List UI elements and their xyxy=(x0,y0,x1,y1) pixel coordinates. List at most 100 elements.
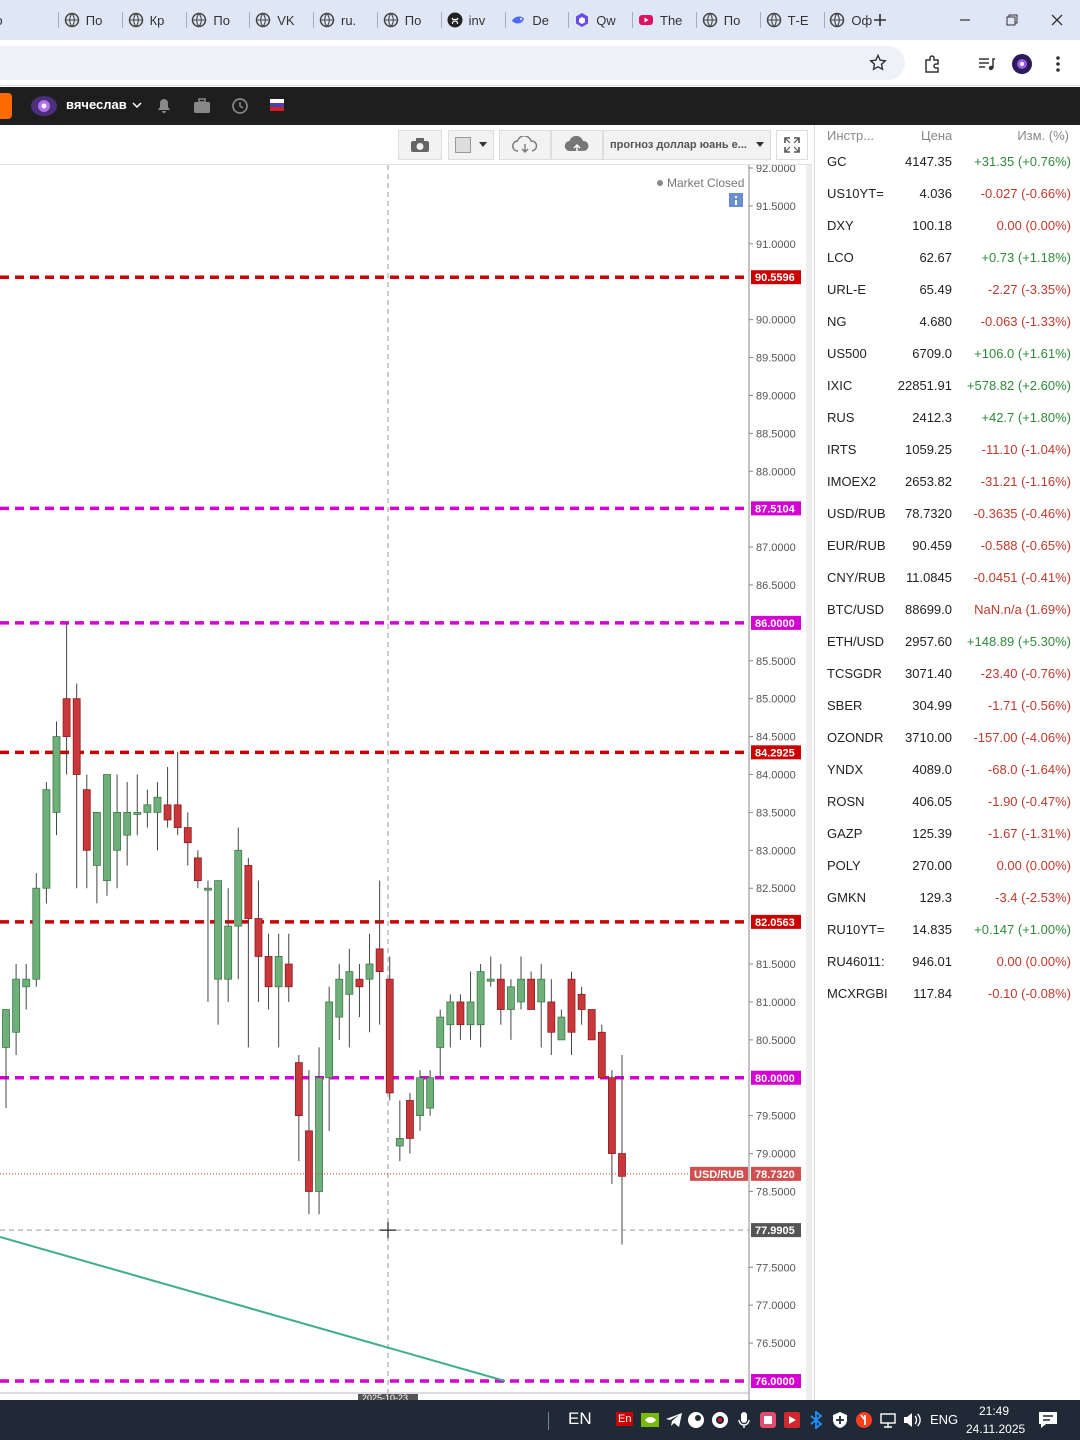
candle-body[interactable] xyxy=(375,948,384,973)
candle-body[interactable] xyxy=(335,978,344,1018)
portfolio-briefcase-icon[interactable] xyxy=(193,98,211,119)
candle-body[interactable] xyxy=(193,857,202,882)
steam-icon[interactable] xyxy=(686,1410,706,1430)
close-window-button[interactable] xyxy=(1037,6,1077,34)
watchlist-header-name[interactable]: Инстр... xyxy=(827,128,875,143)
restore-button[interactable] xyxy=(992,6,1032,34)
candle-body[interactable] xyxy=(406,1100,414,1139)
app-tray-icon[interactable] xyxy=(758,1410,778,1430)
candle-body[interactable] xyxy=(446,1001,455,1026)
trend-line[interactable] xyxy=(0,1235,506,1382)
clock-icon[interactable] xyxy=(231,97,249,120)
candle-body[interactable] xyxy=(618,1153,626,1177)
omnibox[interactable] xyxy=(0,46,905,80)
microphone-icon[interactable] xyxy=(734,1410,754,1430)
browser-tab[interactable]: По xyxy=(0,8,26,32)
browser-tab[interactable]: The xyxy=(638,8,692,32)
minimize-button[interactable] xyxy=(945,6,985,34)
candle-body[interactable] xyxy=(496,978,505,1010)
candle-body[interactable] xyxy=(234,849,243,927)
chart-scrollbar[interactable] xyxy=(806,165,812,1400)
candle-body[interactable] xyxy=(294,1062,303,1117)
volume-icon[interactable] xyxy=(902,1410,922,1430)
candle-body[interactable] xyxy=(113,812,121,851)
browser-tab[interactable]: Кр xyxy=(128,8,182,32)
watchlist-row[interactable]: EUR/RUB 90.459 -0.588 (-0.65%) xyxy=(815,531,1080,563)
candle-body[interactable] xyxy=(597,1031,606,1079)
watchlist-row[interactable]: URL-E 65.49 -2.27 (-3.35%) xyxy=(815,275,1080,307)
watchlist-row[interactable]: US10YT= 4.036 -0.027 (-0.66%) xyxy=(815,179,1080,211)
browser-tab[interactable]: VK xyxy=(255,8,309,32)
watchlist-row[interactable]: ETH/USD 2957.60 +148.89 (+5.30%) xyxy=(815,627,1080,659)
candle-body[interactable] xyxy=(224,925,233,980)
notifications-bell-icon[interactable] xyxy=(156,98,172,119)
watchlist-row[interactable]: POLY 270.00 0.00 (0.00%) xyxy=(815,851,1080,883)
media-control-icon[interactable] xyxy=(974,52,998,76)
telegram-icon[interactable] xyxy=(664,1410,684,1430)
watchlist-row[interactable]: SBER 304.99 -1.71 (-0.56%) xyxy=(815,691,1080,723)
candle-body[interactable] xyxy=(143,804,152,813)
watchlist-row[interactable]: GAZP 125.39 -1.67 (-1.31%) xyxy=(815,819,1080,851)
candle-body[interactable] xyxy=(547,1001,556,1033)
browser-tab[interactable]: По xyxy=(64,8,118,32)
candle-body[interactable] xyxy=(42,789,51,889)
watchlist-row[interactable]: RUS 2412.3 +42.7 (+1.80%) xyxy=(815,403,1080,435)
watchlist-row[interactable]: ROSN 406.05 -1.90 (-0.47%) xyxy=(815,787,1080,819)
candle-body[interactable] xyxy=(537,978,546,1003)
candle-body[interactable] xyxy=(183,827,192,844)
candle-body[interactable] xyxy=(103,774,111,882)
candle-body[interactable] xyxy=(214,880,222,980)
language-indicator[interactable]: EN xyxy=(568,1409,592,1428)
watchlist-row[interactable]: CNY/RUB 11.0845 -0.0451 (-0.41%) xyxy=(815,563,1080,595)
candle-body[interactable] xyxy=(254,918,263,957)
color-picker-button[interactable] xyxy=(448,130,494,160)
candle-body[interactable] xyxy=(305,1130,313,1192)
candle-body[interactable] xyxy=(204,887,212,891)
forecast-select[interactable]: прогноз доллар юань е... xyxy=(603,130,771,160)
browser-tab[interactable]: Qw xyxy=(574,8,628,32)
bookmark-star-icon[interactable] xyxy=(866,51,890,75)
browser-tab[interactable]: De xyxy=(510,8,564,32)
user-menu[interactable]: вячеслав xyxy=(66,97,143,112)
candle-body[interactable] xyxy=(426,1077,435,1109)
candle-body[interactable] xyxy=(92,812,101,866)
browser-tab[interactable]: inv xyxy=(447,8,501,32)
candle-body[interactable] xyxy=(163,804,172,821)
candle-body[interactable] xyxy=(557,1016,566,1041)
candle-body[interactable] xyxy=(456,1001,465,1026)
clock-time[interactable]: 21:49 xyxy=(978,1404,1010,1418)
candle-body[interactable] xyxy=(476,971,485,1026)
watchlist-row[interactable]: DXY 100.18 0.00 (0.00%) xyxy=(815,211,1080,243)
browser-menu-icon[interactable] xyxy=(1046,52,1070,76)
watchlist-row[interactable]: GMKN 129.3 -3.4 (-2.53%) xyxy=(815,883,1080,915)
candle-body[interactable] xyxy=(274,956,283,988)
security-shield-icon[interactable] xyxy=(830,1410,850,1430)
candle-body[interactable] xyxy=(2,1009,10,1048)
watchlist-header-change[interactable]: Изм. (%) xyxy=(1017,128,1069,143)
candle-body[interactable] xyxy=(133,812,142,815)
candle-body[interactable] xyxy=(577,993,586,1010)
watchlist-row[interactable]: IMOEX2 2653.82 -31.21 (-1.16%) xyxy=(815,467,1080,499)
browser-tab[interactable]: По xyxy=(383,8,437,32)
watchlist-row[interactable]: USD/RUB 78.7320 -0.3635 (-0.46%) xyxy=(815,499,1080,531)
recorder-icon[interactable] xyxy=(782,1410,802,1430)
candle-body[interactable] xyxy=(395,1138,404,1147)
watchlist-row[interactable]: US500 6709.0 +106.0 (+1.61%) xyxy=(815,339,1080,371)
watchlist-row[interactable]: LCO 62.67 +0.73 (+1.18%) xyxy=(815,243,1080,275)
candle-body[interactable] xyxy=(22,978,31,988)
browser-tab[interactable]: По xyxy=(702,8,756,32)
candle-body[interactable] xyxy=(527,978,536,1010)
watchlist-row[interactable]: NG 4.680 -0.063 (-1.33%) xyxy=(815,307,1080,339)
yandex-icon[interactable] xyxy=(854,1410,874,1430)
candle-body[interactable] xyxy=(72,698,81,775)
candle-body[interactable] xyxy=(416,1077,424,1117)
candle-body[interactable] xyxy=(486,978,495,982)
candle-body[interactable] xyxy=(365,963,374,980)
candle-body[interactable] xyxy=(62,698,71,737)
candle-body[interactable] xyxy=(325,1001,334,1079)
candle-body[interactable] xyxy=(567,978,576,1033)
price-chart[interactable]: 92.0000 91.5000 91.0000 90.0000 89.5000 89.00… xyxy=(0,165,812,1400)
candle-body[interactable] xyxy=(244,865,253,919)
clock-date[interactable]: 24.11.2025 xyxy=(966,1422,1026,1436)
candle-body[interactable] xyxy=(608,1077,616,1154)
